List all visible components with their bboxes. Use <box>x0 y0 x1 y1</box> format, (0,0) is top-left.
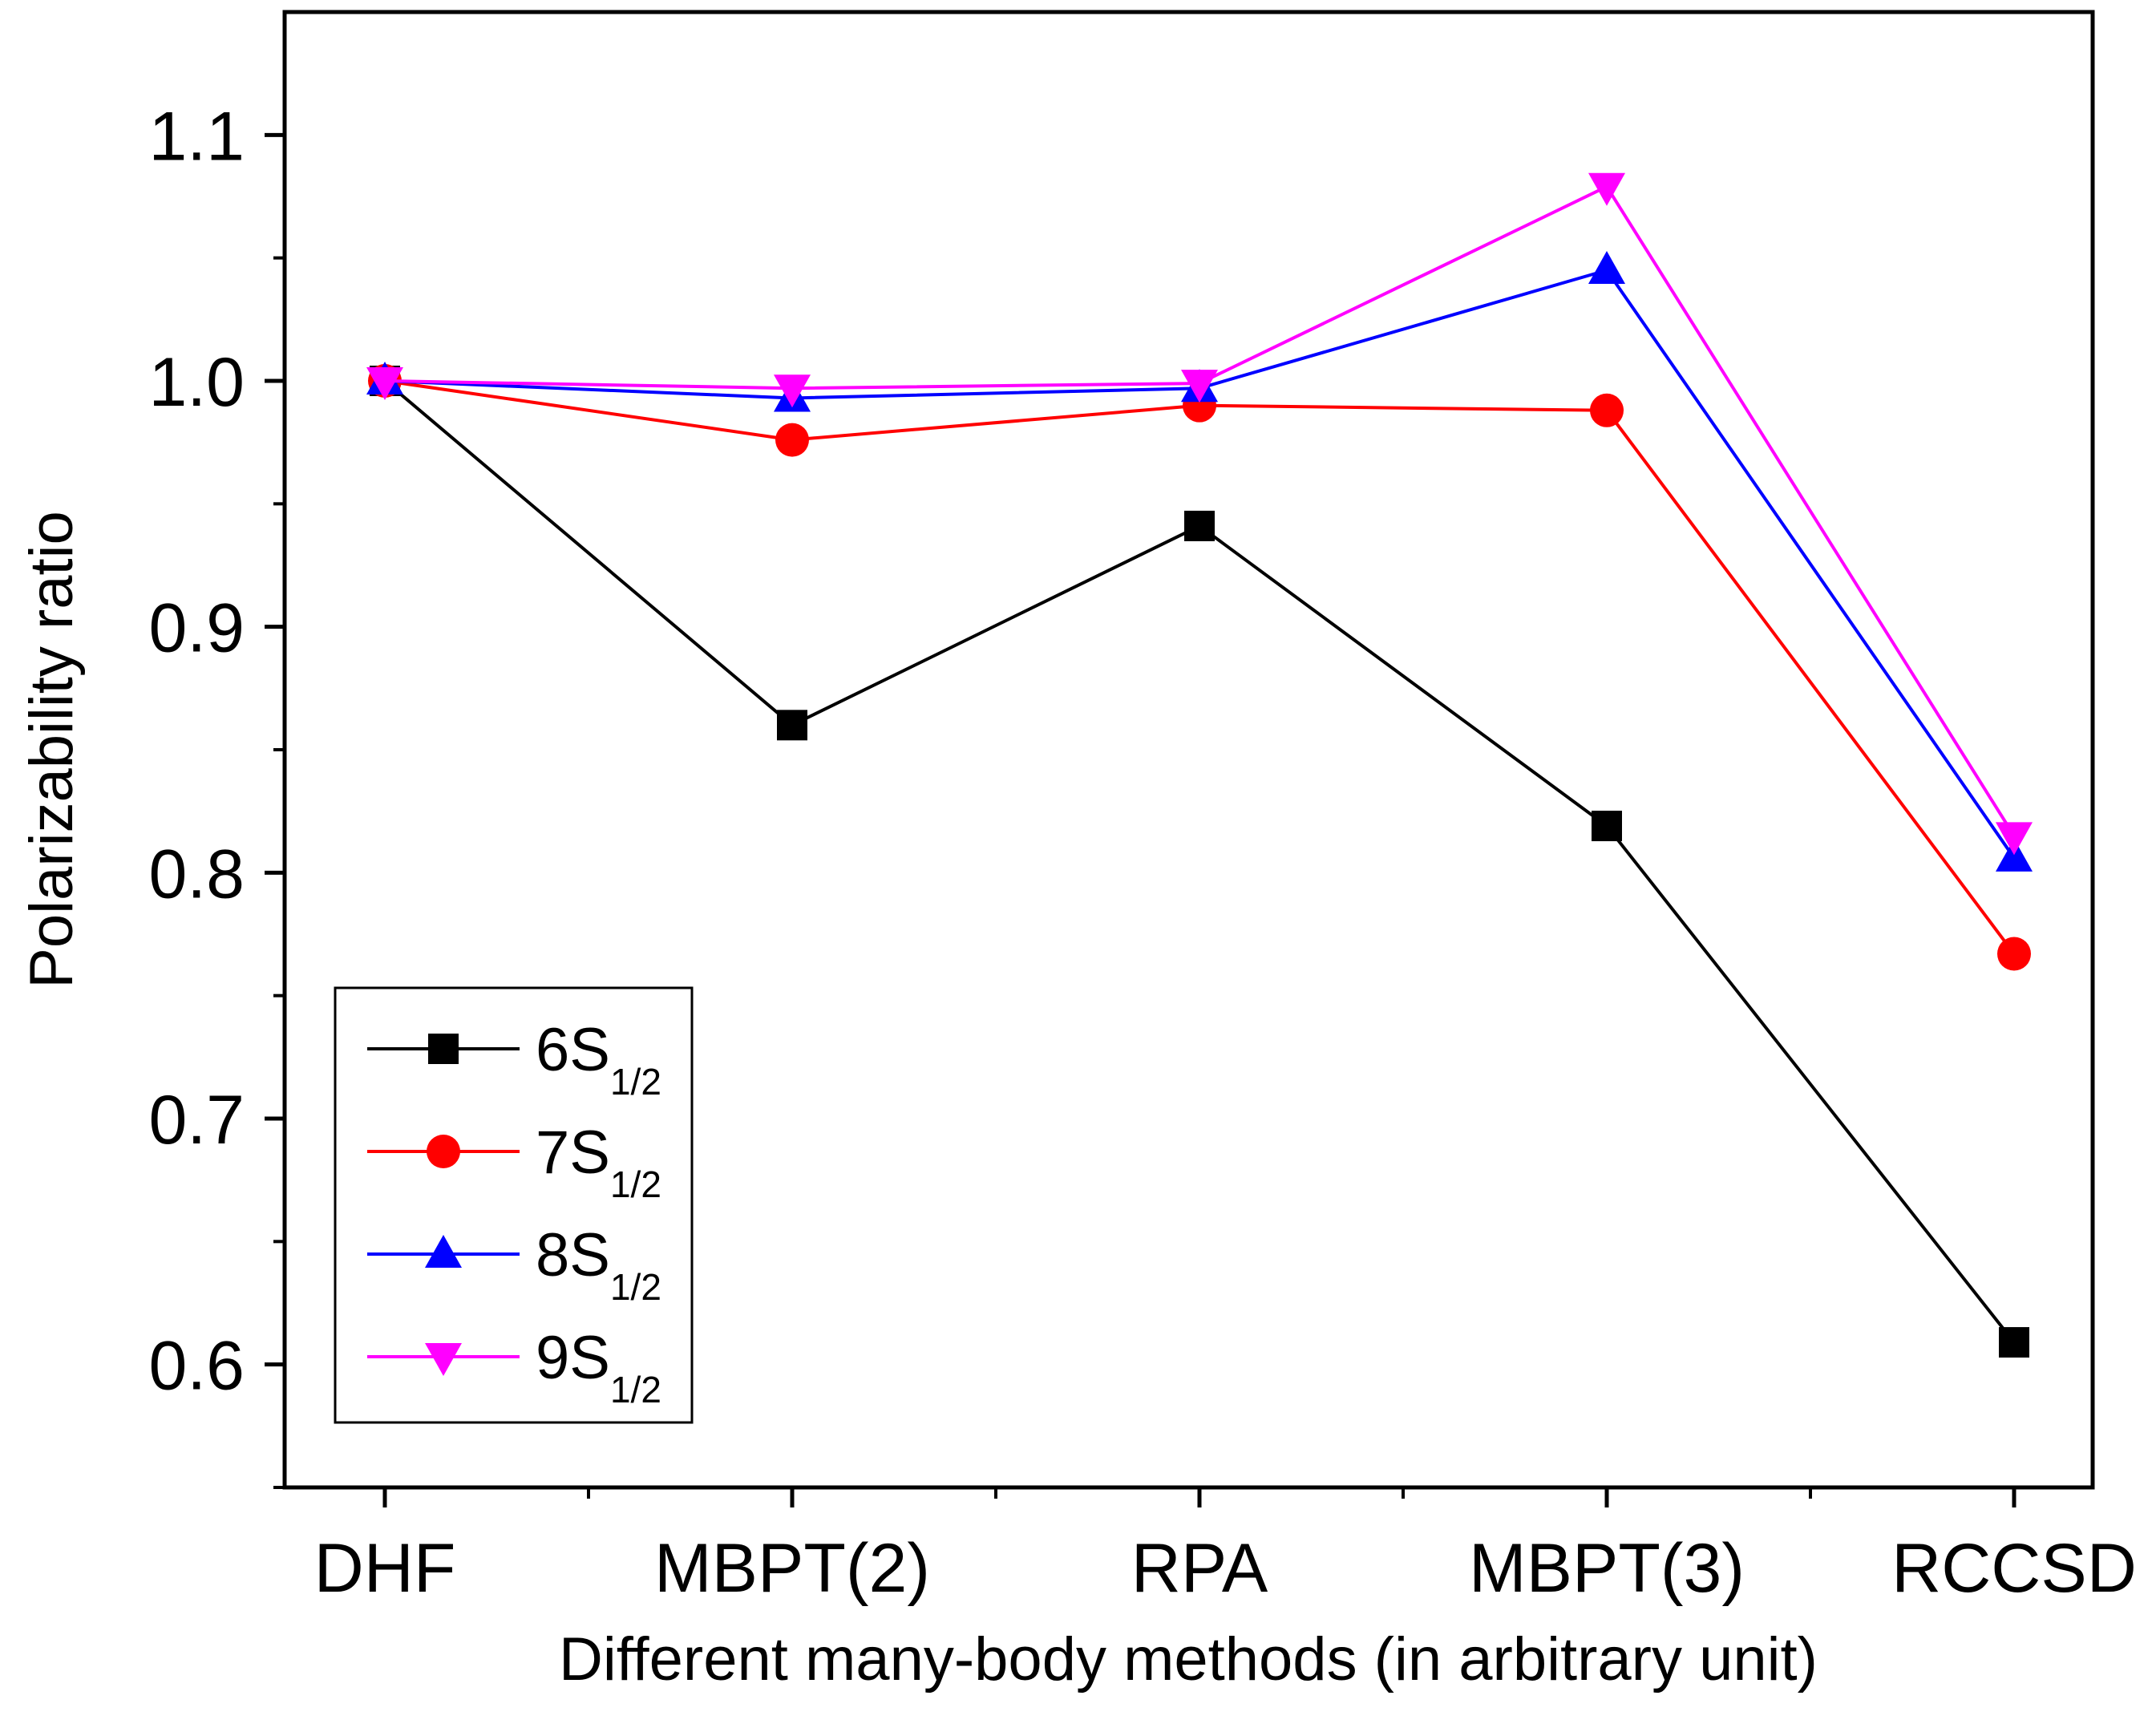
legend-label-main: 6S <box>536 1016 610 1084</box>
legend-label-subscript: 1/2 <box>610 1266 661 1308</box>
legend-label-main: 8S <box>536 1221 610 1289</box>
legend-label-7s: 7S1/2 <box>536 1119 661 1205</box>
data-point-7s <box>1590 393 1624 427</box>
legend-label-main: 9S <box>536 1324 610 1392</box>
legend-label-9s: 9S1/2 <box>536 1324 661 1410</box>
y-tick-label: 1.1 <box>148 98 245 175</box>
legend-label-subscript: 1/2 <box>610 1163 661 1205</box>
data-point-9s <box>1181 370 1218 403</box>
data-point-9s <box>1996 822 2033 856</box>
data-point-6s <box>1999 1327 2029 1358</box>
series-line-8s <box>384 269 2016 860</box>
y-tick-label: 0.7 <box>148 1082 245 1159</box>
x-axis-ticks: DHF MBPT(2) RPA MBPT(3) RCCSD <box>314 1487 2137 1607</box>
y-tick-label: 1.0 <box>148 344 245 421</box>
y-tick-label: 0.8 <box>148 836 245 913</box>
legend-marker-9s <box>425 1343 462 1376</box>
x-tick-label: RCCSD <box>1891 1530 2137 1607</box>
x-tick-label: MBPT(2) <box>654 1530 930 1607</box>
x-tick-label: MBPT(3) <box>1469 1530 1745 1607</box>
x-tick-label: DHF <box>314 1530 456 1607</box>
x-axis-title: Different many-body methods (in arbitrar… <box>559 1625 1818 1694</box>
legend-label-subscript: 1/2 <box>610 1061 661 1103</box>
y-tick-label: 0.6 <box>148 1328 245 1405</box>
data-point-6s <box>1592 811 1622 842</box>
data-point-7s <box>775 423 809 457</box>
series-8s <box>366 251 2033 872</box>
data-point-6s <box>1184 510 1215 541</box>
legend-label-main: 7S <box>536 1119 610 1187</box>
series-layer <box>366 172 2033 1358</box>
series-7s <box>368 364 2031 971</box>
legend-label-8s: 8S1/2 <box>536 1221 661 1308</box>
y-tick-label: 0.9 <box>148 590 245 667</box>
data-point-6s <box>777 710 807 741</box>
legend-marker-6s <box>428 1034 459 1064</box>
data-point-9s <box>774 374 811 408</box>
legend-marker-8s <box>425 1235 462 1268</box>
legend-marker-7s <box>427 1135 460 1168</box>
data-point-8s <box>1588 251 1625 284</box>
y-axis-ticks: 0.6 0.7 0.8 0.9 1.0 1.1 <box>148 98 285 1489</box>
legend-label-subscript: 1/2 <box>610 1369 661 1410</box>
legend-box <box>334 986 694 1424</box>
data-point-9s <box>366 367 403 400</box>
data-point-7s <box>1997 937 2031 971</box>
x-tick-label: RPA <box>1131 1530 1268 1607</box>
y-axis-title: Polarizability ratio <box>18 511 86 989</box>
data-point-8s <box>1996 838 2033 872</box>
data-point-9s <box>1588 172 1625 206</box>
series-9s <box>366 172 2033 856</box>
legend-label-6s: 6S1/2 <box>536 1016 661 1103</box>
series-line-7s <box>384 379 2016 955</box>
